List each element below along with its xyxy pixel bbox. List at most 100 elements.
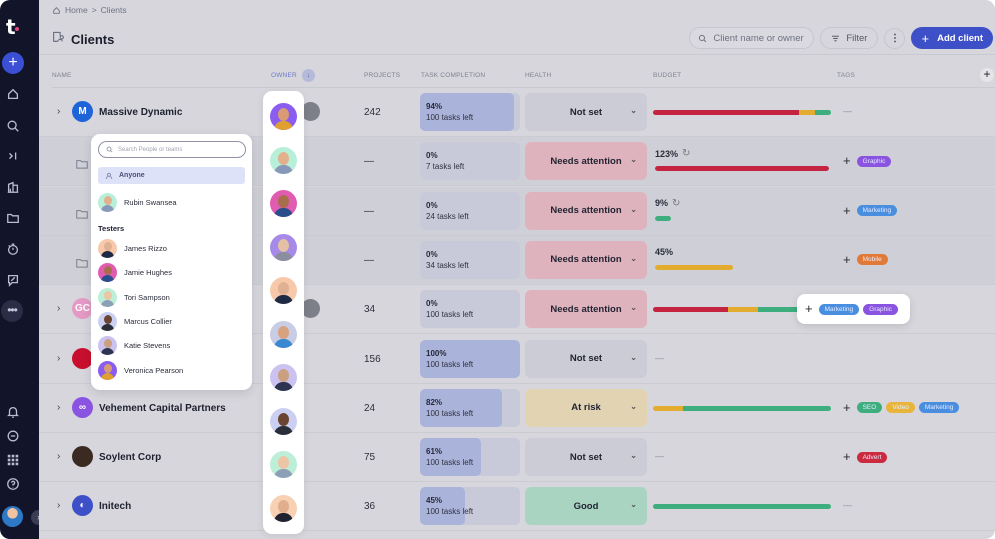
refresh-icon[interactable]: ↻ — [672, 197, 681, 209]
sidebar-item-home[interactable] — [5, 87, 21, 103]
client-row[interactable]: › GC 34 0% 100 tasks left Needs attention … — [39, 285, 995, 335]
budget-bar — [655, 215, 829, 221]
sidebar-item-projects[interactable] — [5, 211, 21, 227]
sidebar-item-chat[interactable] — [5, 429, 21, 445]
add-tag-button[interactable]: + — [843, 202, 851, 218]
tag[interactable]: Marketing — [818, 303, 860, 315]
tag[interactable]: Video — [886, 402, 915, 414]
column-header-task-completion[interactable]: TASK COMPLETION — [421, 72, 486, 79]
tag[interactable]: Graphic — [856, 155, 892, 167]
health-select[interactable]: Needs attention ⌄ — [525, 290, 647, 329]
add-tag-button[interactable]: + — [843, 251, 851, 267]
health-select[interactable]: Not set ⌄ — [525, 93, 647, 131]
option-person[interactable]: Jamie Hughes — [98, 263, 172, 283]
client-row[interactable]: › M Massive Dynamic 242 94% 100 tasks left … — [39, 88, 995, 137]
client-name[interactable]: Initech — [99, 501, 132, 513]
owner-avatar-option[interactable] — [270, 407, 297, 435]
health-select[interactable]: Needs attention ⌄ — [525, 142, 647, 181]
column-header-projects[interactable]: PROJECTS — [364, 72, 401, 79]
health-select[interactable]: Not set ⌄ — [525, 339, 647, 378]
app-logo[interactable]: t — [6, 15, 16, 39]
health-select[interactable]: Needs attention ⌄ — [525, 240, 647, 279]
avatar-face — [278, 238, 289, 252]
sidebar-item-search[interactable] — [5, 119, 21, 135]
option-anyone[interactable]: Anyone — [98, 167, 245, 184]
expand-chevron-icon[interactable]: › — [57, 352, 61, 364]
owner-avatar-option[interactable] — [270, 190, 297, 217]
sidebar-item-jump[interactable] — [5, 149, 21, 165]
tag[interactable]: Advert — [856, 451, 888, 463]
person-avatar — [98, 336, 117, 356]
expand-chevron-icon[interactable]: › — [57, 106, 61, 117]
owner-avatar-option[interactable] — [270, 451, 297, 478]
expand-chevron-icon[interactable]: › — [57, 401, 61, 413]
sidebar-item-timer[interactable] — [5, 242, 21, 258]
task-percent: 0% — [426, 151, 438, 161]
health-select[interactable]: Good ⌄ — [525, 487, 647, 526]
add-tag-button[interactable]: + — [843, 449, 851, 465]
column-header-tags[interactable]: TAGS — [837, 72, 856, 79]
tag[interactable]: Mobile — [856, 254, 888, 266]
column-header-owner[interactable]: OWNER — [271, 72, 297, 79]
option-person[interactable]: Veronica Pearson — [98, 360, 183, 380]
tag[interactable]: Graphic — [863, 303, 898, 315]
add-tag-button[interactable]: + — [843, 399, 851, 415]
client-name[interactable]: Soylent Corp — [99, 452, 162, 464]
expand-chevron-icon[interactable]: › — [57, 303, 61, 315]
owner-avatar-option[interactable] — [270, 494, 297, 522]
sort-descending-icon[interactable]: ↓ — [302, 69, 315, 82]
avatar-face — [278, 108, 289, 121]
client-name[interactable]: Massive Dynamic — [99, 107, 183, 118]
task-completion: 100% 100 tasks left — [420, 339, 520, 378]
sidebar-item-notifications[interactable] — [5, 405, 21, 421]
health-select[interactable]: Needs attention ⌄ — [525, 191, 647, 230]
sidebar-item-apps[interactable] — [5, 453, 21, 469]
add-column-button[interactable]: + — [980, 68, 994, 82]
add-tag-button[interactable]: + — [805, 301, 813, 316]
option-person[interactable]: James Rizzo — [98, 239, 167, 258]
filter-button[interactable]: Filter — [820, 27, 879, 49]
owner-avatar[interactable] — [301, 102, 320, 121]
breadcrumb-home[interactable]: Home — [65, 5, 88, 15]
tag[interactable]: Marketing — [918, 402, 960, 414]
expand-chevron-icon[interactable]: › — [57, 451, 61, 463]
task-progress-fill — [420, 487, 465, 526]
owner-avatar-option[interactable] — [270, 364, 297, 391]
client-row[interactable]: › ∞ Vehement Capital Partners 24 82% 100 ta… — [39, 384, 995, 433]
user-avatar[interactable] — [2, 506, 23, 527]
sidebar-more-button[interactable]: ••• — [1, 300, 23, 322]
client-row[interactable]: › Soylent Corp 75 61% 100 tasks left Not s… — [39, 433, 995, 483]
client-name[interactable]: Vehement Capital Partners — [99, 402, 226, 414]
sidebar-item-notes[interactable] — [5, 273, 21, 289]
owner-avatar-option[interactable] — [270, 146, 297, 174]
column-header-budget[interactable]: BUDGET — [653, 72, 682, 79]
refresh-icon[interactable]: ↻ — [682, 148, 691, 160]
health-select[interactable]: At risk ⌄ — [525, 388, 647, 427]
sidebar-item-clients[interactable] — [5, 180, 21, 196]
expand-chevron-icon[interactable]: › — [57, 500, 61, 512]
more-options-button[interactable]: ⋮ — [884, 27, 906, 49]
person-name: Tori Sampson — [124, 292, 170, 302]
quick-add-button[interactable]: + — [2, 52, 24, 74]
owner-avatar[interactable] — [301, 299, 320, 319]
owner-avatar-option[interactable] — [270, 277, 297, 304]
client-row[interactable]: › ◐ Initech 36 45% 100 tasks left Good ⌄ — — [39, 482, 995, 532]
add-client-button[interactable]: + Add client — [911, 27, 993, 49]
owner-avatar-option[interactable] — [270, 103, 297, 130]
option-person[interactable]: Marcus Collier — [98, 311, 172, 331]
owner-avatar-option[interactable] — [270, 320, 297, 348]
option-person[interactable]: Rubin Swansea — [98, 193, 177, 212]
people-search-input[interactable]: Search People or teams — [98, 141, 246, 158]
option-person[interactable]: Tori Sampson — [98, 287, 170, 307]
option-person[interactable]: Katie Stevens — [98, 336, 170, 356]
add-tag-button[interactable]: + — [843, 153, 851, 169]
column-header-name[interactable]: NAME — [52, 72, 72, 79]
owner-avatar-option[interactable] — [270, 233, 297, 261]
column-header-health[interactable]: HEALTH — [525, 72, 552, 79]
health-select[interactable]: Not set ⌄ — [525, 438, 647, 477]
sidebar-item-help[interactable] — [5, 477, 21, 493]
tag[interactable]: Marketing — [856, 205, 898, 217]
client-row[interactable]: › 156 100% 100 tasks left Not set ⌄ — — [39, 335, 995, 384]
client-search-input[interactable]: Client name or owner — [689, 27, 815, 49]
tag[interactable]: SEO — [856, 402, 883, 414]
